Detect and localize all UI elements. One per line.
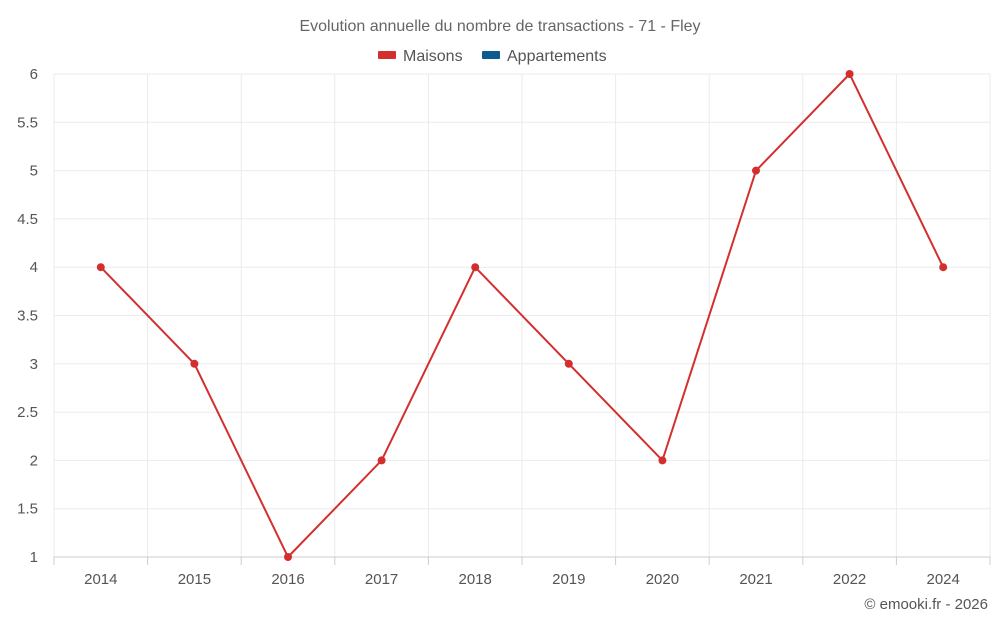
data-point-maisons	[658, 456, 667, 465]
y-tick-label: 1.5	[17, 501, 38, 518]
y-tick-label: 1	[30, 549, 38, 566]
x-tick-label: 2022	[833, 571, 866, 588]
legend-item-maisons[interactable]: Maisons	[378, 48, 463, 65]
data-point-maisons	[471, 263, 480, 272]
y-tick-label: 5.5	[17, 114, 38, 131]
y-tick-label: 3	[30, 356, 38, 373]
x-axis: 2014 2015 2016 2017 2018 2019 2020 2021 2022 2024	[53, 556, 991, 588]
data-point-maisons	[845, 70, 854, 78]
legend-swatch-appartements	[482, 51, 500, 59]
x-tick-label: 2024	[927, 571, 960, 588]
data-point-maisons	[96, 263, 105, 272]
x-tick-label: 2014	[84, 571, 117, 588]
data-point-maisons	[939, 263, 948, 272]
credit-text[interactable]: © emooki.fr - 2026	[864, 596, 988, 613]
data-point-maisons	[377, 456, 386, 465]
x-tick-label: 2018	[459, 571, 492, 588]
legend: Maisons Appartements	[378, 48, 607, 65]
y-tick-label: 3.5	[17, 308, 38, 325]
data-point-maisons	[284, 553, 292, 561]
series-layer	[96, 70, 948, 561]
legend-label-appartements: Appartements	[507, 48, 607, 65]
data-point-maisons	[190, 359, 199, 368]
y-axis: 1 1.5 2 2.5 3 3.5 4 4.5 5 5.5 6	[17, 66, 38, 566]
x-tick-label: 2019	[552, 571, 585, 588]
x-tick-label: 2017	[365, 571, 398, 588]
x-tick-label: 2015	[178, 571, 211, 588]
y-tick-label: 6	[30, 66, 38, 83]
legend-item-appartements[interactable]: Appartements	[482, 48, 607, 65]
legend-label-maisons: Maisons	[403, 48, 463, 65]
y-tick-label: 2.5	[17, 404, 38, 421]
y-tick-label: 4	[30, 259, 38, 276]
series-line-maisons	[100, 72, 945, 559]
chart-title: Evolution annuelle du nombre de transact…	[299, 18, 700, 35]
legend-swatch-maisons	[378, 51, 396, 59]
y-tick-label: 4.5	[17, 211, 38, 228]
x-tick-label: 2021	[739, 571, 772, 588]
y-tick-label: 2	[30, 452, 38, 469]
x-tick-label: 2020	[646, 571, 679, 588]
y-tick-label: 5	[30, 163, 38, 180]
data-point-maisons	[752, 166, 760, 175]
x-tick-label: 2016	[271, 571, 304, 588]
data-point-maisons	[564, 359, 573, 368]
